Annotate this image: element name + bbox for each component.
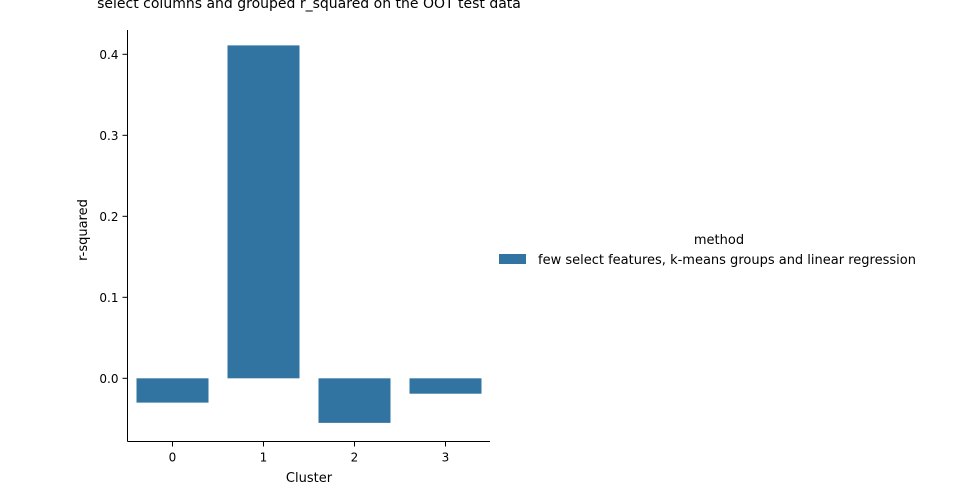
bar-0	[136, 378, 209, 403]
legend-swatch	[499, 254, 526, 264]
y-ticks: 0.0 0.1 0.2 0.3 0.4	[99, 48, 128, 386]
x-tick-label-0: 0	[169, 451, 177, 465]
bar-3	[409, 378, 482, 394]
y-tick-label: 0.0	[99, 372, 118, 386]
y-tick-label: 0.4	[99, 48, 118, 62]
x-axis-label: Cluster	[286, 471, 333, 486]
y-axis-label: r-squared	[76, 199, 91, 261]
y-tick-label: 0.3	[99, 129, 118, 143]
y-tick-label: 0.2	[99, 210, 118, 224]
x-tick-label-2: 2	[351, 451, 359, 465]
x-ticks: 0 1 2 3	[169, 441, 450, 465]
legend-entry-label: few select features, k-means groups and …	[538, 253, 916, 268]
chart-title: select columns and grouped r_squared on …	[97, 0, 521, 12]
y-tick-label: 0.1	[99, 291, 118, 305]
bar-1	[227, 45, 300, 379]
plot-area	[136, 45, 482, 423]
x-tick-label-3: 3	[442, 451, 450, 465]
bar-2	[318, 378, 391, 423]
legend: method few select features, k-means grou…	[499, 233, 916, 268]
legend-title: method	[694, 233, 744, 248]
x-tick-label-1: 1	[260, 451, 268, 465]
